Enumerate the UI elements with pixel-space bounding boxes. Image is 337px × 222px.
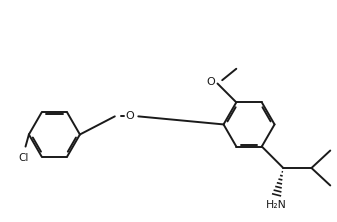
Text: Cl: Cl (18, 153, 29, 163)
Text: O: O (125, 111, 134, 121)
Text: H₂N: H₂N (266, 200, 286, 210)
Text: O: O (206, 77, 215, 87)
